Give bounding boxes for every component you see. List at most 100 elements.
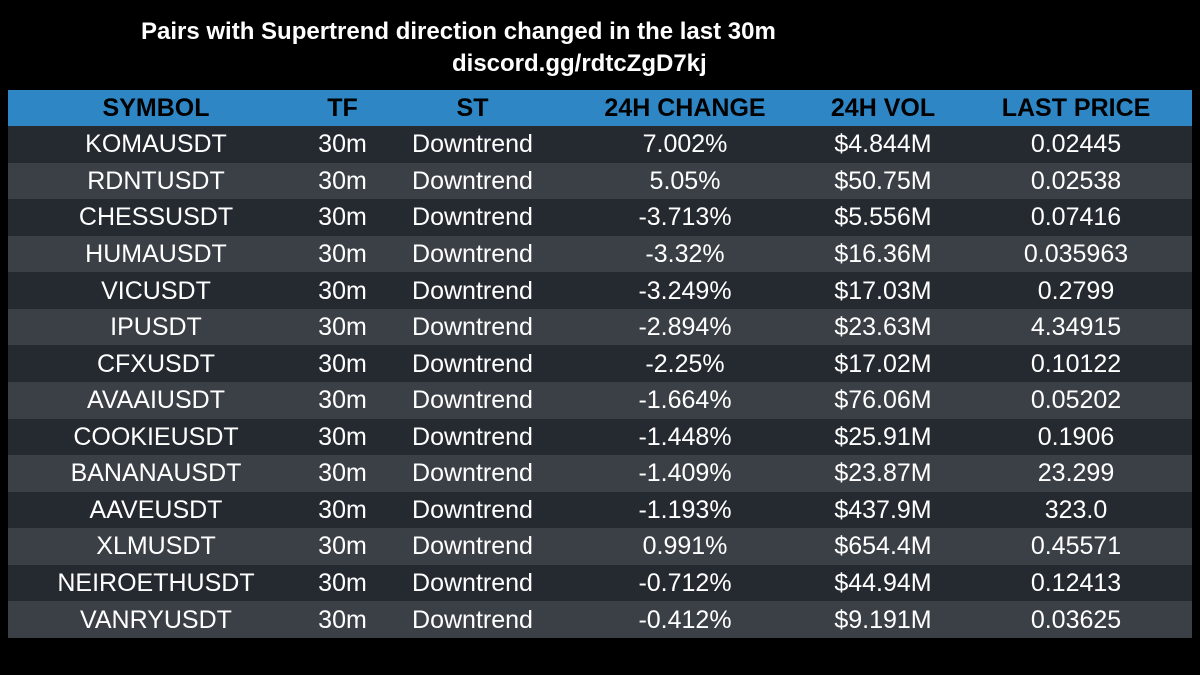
table-row: VICUSDT 30m Downtrend -3.249% $17.03M 0.2799 <box>8 272 1192 309</box>
change-cell: 5.05% <box>649 166 721 195</box>
table-row: CHESSUSDT 30m Downtrend -3.713% $5.556M 0.074… <box>8 199 1192 236</box>
table-row: NEIROETHUSDT 30m Downtrend -0.712% $44.94M 0.… <box>8 564 1192 602</box>
table-row: XLMUSDT 30m Downtrend 0.991% $654.4M 0.45571 <box>8 528 1192 565</box>
symbol-cell: KOMAUSDT <box>85 130 227 159</box>
symbol-cell: COOKIEUSDT <box>73 422 239 451</box>
price-cell: 23.299 <box>1037 459 1115 488</box>
volume-cell: $23.63M <box>834 313 932 342</box>
table-row: KOMAUSDT 30m Downtrend 7.002% $4.844M 0.02445 <box>8 126 1192 163</box>
price-cell: 0.45571 <box>1030 532 1122 561</box>
st-cell: Downtrend <box>412 203 533 232</box>
tf-cell: 30m <box>318 166 367 195</box>
price-cell: 0.03625 <box>1030 605 1122 634</box>
price-cell: 0.1906 <box>1037 422 1115 451</box>
price-cell: 4.34915 <box>1030 313 1122 342</box>
column-header-tf: TF <box>327 94 358 122</box>
st-cell: Downtrend <box>412 532 533 561</box>
tf-cell: 30m <box>318 349 367 378</box>
price-cell: 0.07416 <box>1030 203 1122 232</box>
price-cell: 0.02538 <box>1030 166 1122 195</box>
table-body: KOMAUSDT 30m Downtrend 7.002% $4.844M 0.02445… <box>8 126 1192 638</box>
tf-cell: 30m <box>318 532 367 561</box>
volume-cell: $17.02M <box>834 349 932 378</box>
st-cell: Downtrend <box>412 569 533 598</box>
tf-cell: 30m <box>318 130 367 159</box>
change-cell: -2.894% <box>638 313 732 342</box>
st-cell: Downtrend <box>412 349 533 378</box>
discord-link[interactable]: discord.gg/rdtcZgD7kj <box>452 50 707 77</box>
symbol-cell: HUMAUSDT <box>85 239 227 268</box>
symbol-cell: VANRYUSDT <box>80 605 232 634</box>
change-cell: -3.713% <box>638 203 732 232</box>
change-cell: -1.664% <box>638 386 732 415</box>
change-cell: -3.32% <box>645 239 725 268</box>
change-cell: -0.712% <box>638 569 732 598</box>
symbol-cell: CHESSUSDT <box>78 203 234 232</box>
change-cell: 7.002% <box>642 130 728 159</box>
tf-cell: 30m <box>318 605 367 634</box>
st-cell: Downtrend <box>412 313 533 342</box>
st-cell: Downtrend <box>412 386 533 415</box>
table-row: CFXUSDT 30m Downtrend -2.25% $17.02M 0.10122 <box>8 345 1192 382</box>
st-cell: Downtrend <box>412 422 533 451</box>
table-row: RDNTUSDT 30m Downtrend 5.05% $50.75M 0.02538 <box>8 162 1192 200</box>
table-row: IPUSDT 30m Downtrend -2.894% $23.63M 4.34915 <box>8 308 1192 346</box>
st-cell: Downtrend <box>412 130 533 159</box>
price-cell: 0.035963 <box>1023 239 1129 268</box>
st-cell: Downtrend <box>412 605 533 634</box>
symbol-cell: AAVEUSDT <box>89 495 223 524</box>
st-cell: Downtrend <box>412 459 533 488</box>
price-cell: 0.10122 <box>1030 349 1122 378</box>
symbol-cell: RDNTUSDT <box>87 166 225 195</box>
change-cell: -3.249% <box>638 276 732 305</box>
price-cell: 0.02445 <box>1030 130 1122 159</box>
table-row: HUMAUSDT 30m Downtrend -3.32% $16.36M 0.03596… <box>8 235 1192 273</box>
column-header-st: ST <box>456 94 489 122</box>
volume-cell: $437.9M <box>834 495 932 524</box>
table-row: VANRYUSDT 30m Downtrend -0.412% $9.191M 0.036… <box>8 601 1192 638</box>
page-title: Pairs with Supertrend direction changed … <box>141 18 776 45</box>
volume-cell: $654.4M <box>834 532 932 561</box>
price-cell: 0.05202 <box>1030 386 1122 415</box>
volume-cell: $16.36M <box>834 239 932 268</box>
symbol-cell: BANANAUSDT <box>70 459 242 488</box>
table-row: AVAAIUSDT 30m Downtrend -1.664% $76.06M 0.052… <box>8 381 1192 419</box>
tf-cell: 30m <box>318 569 367 598</box>
pairs-table: SYMBOL TF ST 24H CHANGE 24H VOL LAST PRI… <box>8 90 1192 638</box>
change-cell: -0.412% <box>638 605 732 634</box>
symbol-cell: XLMUSDT <box>96 532 216 561</box>
tf-cell: 30m <box>318 239 367 268</box>
symbol-cell: VICUSDT <box>101 276 211 305</box>
volume-cell: $17.03M <box>834 276 932 305</box>
tf-cell: 30m <box>318 313 367 342</box>
table-row: COOKIEUSDT 30m Downtrend -1.448% $25.91M 0.19… <box>8 418 1192 456</box>
tf-cell: 30m <box>318 203 367 232</box>
volume-cell: $44.94M <box>834 569 932 598</box>
price-cell: 323.0 <box>1044 495 1108 524</box>
change-cell: 0.991% <box>642 532 728 561</box>
table-row: BANANAUSDT 30m Downtrend -1.409% $23.87M 23.2… <box>8 455 1192 492</box>
st-cell: Downtrend <box>412 239 533 268</box>
table-header: SYMBOL TF ST 24H CHANGE 24H VOL LAST PRI… <box>8 90 1192 126</box>
column-header-last-price: LAST PRICE <box>1001 94 1151 122</box>
volume-cell: $5.556M <box>834 203 932 232</box>
tf-cell: 30m <box>318 386 367 415</box>
volume-cell: $76.06M <box>834 386 932 415</box>
change-cell: -1.193% <box>638 495 732 524</box>
header-row: SYMBOL TF ST 24H CHANGE 24H VOL LAST PRI… <box>8 90 1192 126</box>
change-cell: -2.25% <box>645 349 725 378</box>
volume-cell: $4.844M <box>834 130 932 159</box>
volume-cell: $50.75M <box>834 166 932 195</box>
st-cell: Downtrend <box>412 495 533 524</box>
column-header-24h-change: 24H CHANGE <box>604 94 766 122</box>
tf-cell: 30m <box>318 422 367 451</box>
column-header-24h-vol: 24H VOL <box>830 94 936 122</box>
change-cell: -1.448% <box>638 422 732 451</box>
table-row: AAVEUSDT 30m Downtrend -1.193% $437.9M 323.0 <box>8 491 1192 529</box>
tf-cell: 30m <box>318 276 367 305</box>
volume-cell: $9.191M <box>834 605 932 634</box>
column-header-symbol: SYMBOL <box>102 94 210 122</box>
tf-cell: 30m <box>318 495 367 524</box>
price-cell: 0.12413 <box>1030 569 1122 598</box>
st-cell: Downtrend <box>412 276 533 305</box>
